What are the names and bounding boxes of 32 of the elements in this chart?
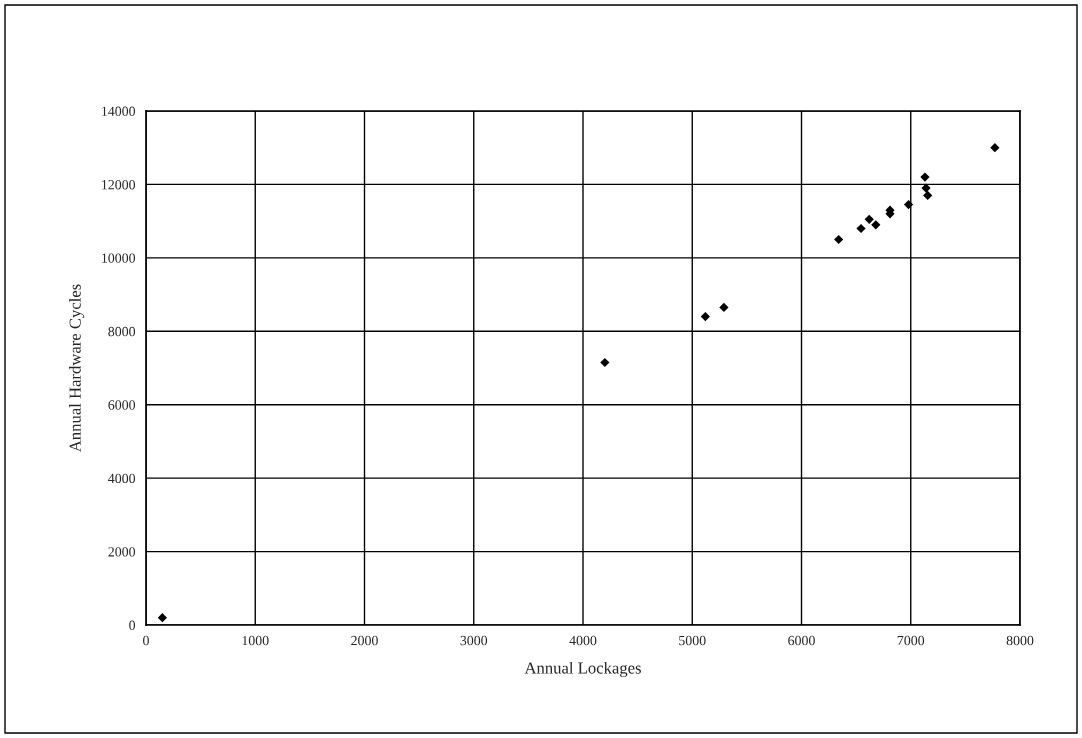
x-tick-label: 2000 bbox=[351, 635, 378, 646]
y-tick-label: 6000 bbox=[108, 400, 136, 410]
point bbox=[834, 234, 844, 245]
x-tick-label: 1000 bbox=[242, 635, 269, 646]
point bbox=[864, 214, 874, 224]
x-tick-label: 5000 bbox=[679, 635, 706, 646]
x-axis-title: Annual Lockages bbox=[524, 661, 641, 678]
x-tick-label: 7000 bbox=[897, 635, 925, 646]
y-tick-label: 10000 bbox=[102, 253, 136, 263]
x-tick-label: 3000 bbox=[460, 635, 488, 646]
point bbox=[157, 613, 167, 623]
x-tick-label: 6000 bbox=[788, 635, 815, 646]
y-tick-label: 12000 bbox=[102, 180, 136, 190]
point bbox=[903, 200, 914, 210]
point bbox=[719, 302, 729, 313]
point bbox=[921, 183, 931, 193]
point bbox=[856, 223, 866, 234]
point bbox=[871, 220, 881, 230]
y-tick-label: 2000 bbox=[108, 547, 136, 557]
point bbox=[600, 357, 610, 368]
x-tick-label: 4000 bbox=[569, 635, 597, 646]
x-tick-label: 0 bbox=[143, 635, 149, 646]
x-tick-label: 8000 bbox=[1006, 635, 1034, 646]
point bbox=[923, 190, 933, 201]
y-axis-title: Annual Hardware Cycles bbox=[69, 284, 85, 453]
y-tick-label: 0 bbox=[129, 620, 136, 630]
y-tick-label: 14000 bbox=[102, 106, 136, 116]
point bbox=[700, 311, 710, 322]
y-tick-label: 4000 bbox=[108, 473, 136, 484]
point bbox=[990, 143, 1000, 153]
point bbox=[920, 172, 930, 182]
y-tick-label: 8000 bbox=[108, 326, 136, 337]
